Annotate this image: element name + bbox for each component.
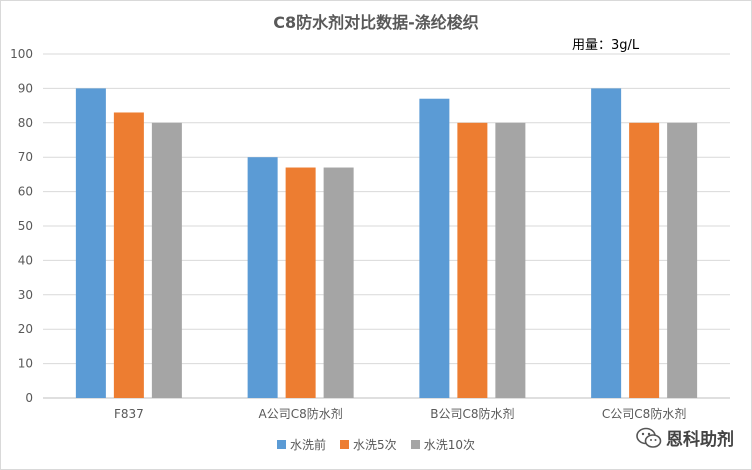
- bar: [495, 122, 526, 399]
- y-tick-label: 10: [18, 357, 33, 371]
- y-tick-label: 90: [18, 81, 33, 95]
- bar: [419, 98, 450, 398]
- x-tick-label: A公司C8防水剂: [259, 406, 343, 421]
- y-tick-label: 50: [18, 219, 33, 233]
- bar: [151, 122, 182, 399]
- y-tick-label: 30: [18, 288, 33, 302]
- legend: 水洗前 水洗5次 水洗10次: [0, 436, 752, 453]
- legend-swatch: [410, 440, 420, 449]
- dosage-annotation: 用量：3g/L: [572, 38, 640, 53]
- x-tick-label: C公司C8防水剂: [602, 406, 686, 421]
- y-tick-label: 70: [18, 150, 33, 164]
- y-tick-label: 100: [10, 47, 33, 61]
- wechat-icon: [636, 427, 662, 448]
- legend-item-before-wash: 水洗前: [277, 436, 326, 453]
- bar: [247, 157, 278, 398]
- bar: [75, 88, 106, 399]
- legend-swatch: [340, 440, 350, 449]
- y-tick-label: 0: [25, 391, 33, 405]
- legend-swatch: [277, 440, 287, 449]
- legend-label: 水洗10次: [423, 438, 475, 452]
- bar: [323, 167, 354, 398]
- y-tick-label: 40: [18, 253, 33, 267]
- y-tick-label: 20: [18, 322, 33, 336]
- y-tick-label: 80: [18, 116, 33, 130]
- bar: [629, 122, 660, 399]
- watermark-text: 恩科助剂: [666, 430, 734, 450]
- chart-title: C8防水剂对比数据-涤纶梭织: [273, 13, 479, 32]
- bar: [457, 122, 488, 399]
- y-tick-label: 60: [18, 185, 33, 199]
- bar: [667, 122, 698, 399]
- bar: [113, 112, 144, 398]
- x-tick-label: F837: [114, 407, 144, 421]
- legend-label: 水洗5次: [353, 438, 397, 452]
- watermark: 恩科助剂: [636, 425, 734, 450]
- bar: [285, 167, 316, 398]
- legend-item-wash-5: 水洗5次: [340, 436, 397, 453]
- legend-label: 水洗前: [290, 438, 327, 452]
- legend-item-wash-10: 水洗10次: [410, 436, 475, 453]
- x-tick-label: B公司C8防水剂: [430, 406, 514, 421]
- bar: [591, 88, 622, 399]
